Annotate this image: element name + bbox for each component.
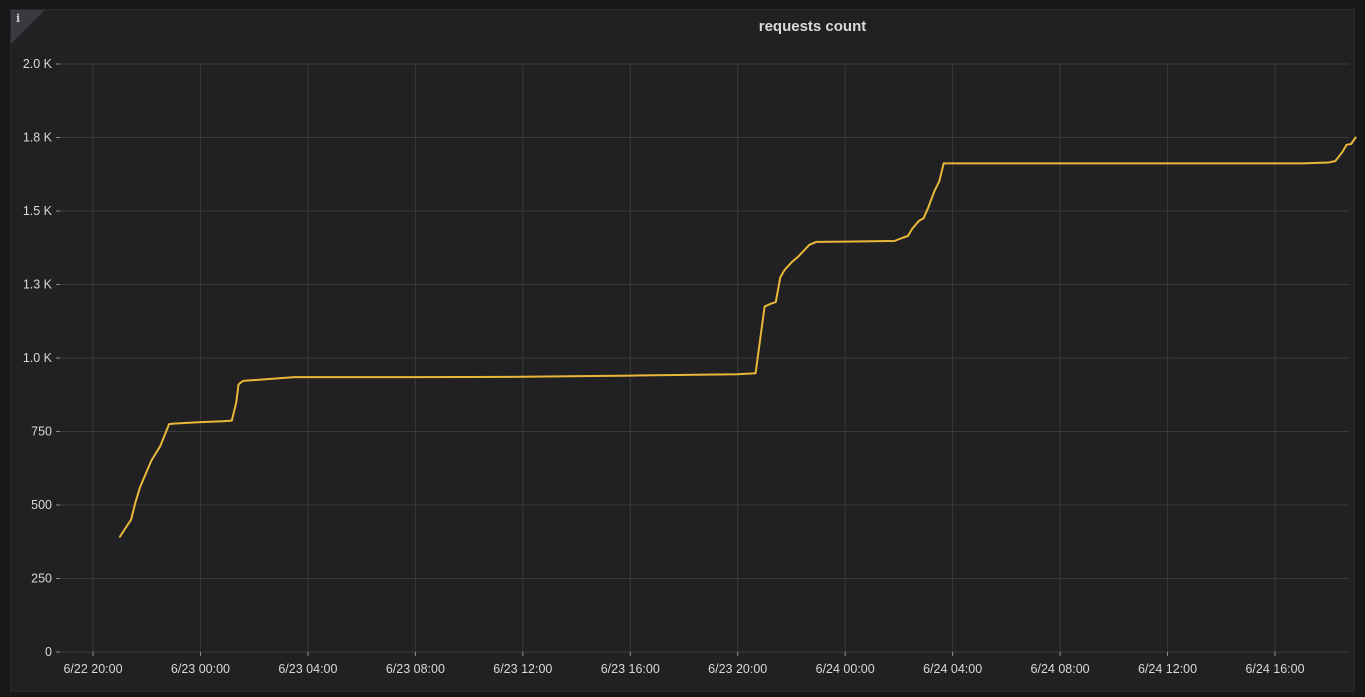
y-tick-label: 1.5 K [23, 204, 53, 218]
x-tick-label: 6/24 12:00 [1138, 662, 1197, 676]
y-tick-label: 2.0 K [23, 57, 53, 71]
x-tick-label: 6/24 16:00 [1245, 662, 1304, 676]
y-tick-label: 1.3 K [23, 278, 53, 292]
x-axis: 6/22 20:00 6/23 00:00 6/23 04:00 6/23 08:00… [63, 652, 1305, 676]
info-icon[interactable]: i [16, 12, 21, 25]
x-tick-label: 6/24 04:00 [923, 662, 982, 676]
x-tick-label: 6/23 16:00 [601, 662, 660, 676]
x-tick-label: 6/23 04:00 [278, 662, 337, 676]
x-tick-label: 6/23 00:00 [171, 662, 230, 676]
y-tick-label: 750 [31, 425, 52, 439]
x-tick-label: 6/23 20:00 [708, 662, 767, 676]
x-tick-label: 6/23 08:00 [386, 662, 445, 676]
x-tick-label: 6/22 20:00 [63, 662, 122, 676]
y-axis: 0 250 500 750 1.0 K 1.3 K 1.5 K 1.8 K 2.0 K [23, 57, 60, 659]
x-tick-label: 6/23 12:00 [493, 662, 552, 676]
y-tick-label: 0 [45, 645, 52, 659]
x-tick-label: 6/24 00:00 [816, 662, 875, 676]
chart-grid [60, 63, 1349, 653]
y-tick-label: 1.8 K [23, 131, 53, 145]
panel-info-corner[interactable] [11, 10, 45, 44]
series-layer [118, 136, 1357, 538]
panel-title: requests count [758, 18, 867, 35]
y-tick-label: 500 [31, 498, 52, 512]
series-line-requests-count[interactable] [118, 136, 1357, 538]
y-tick-label: 1.0 K [23, 351, 53, 365]
x-tick-label: 6/24 08:00 [1031, 662, 1090, 676]
y-tick-label: 250 [31, 572, 52, 586]
